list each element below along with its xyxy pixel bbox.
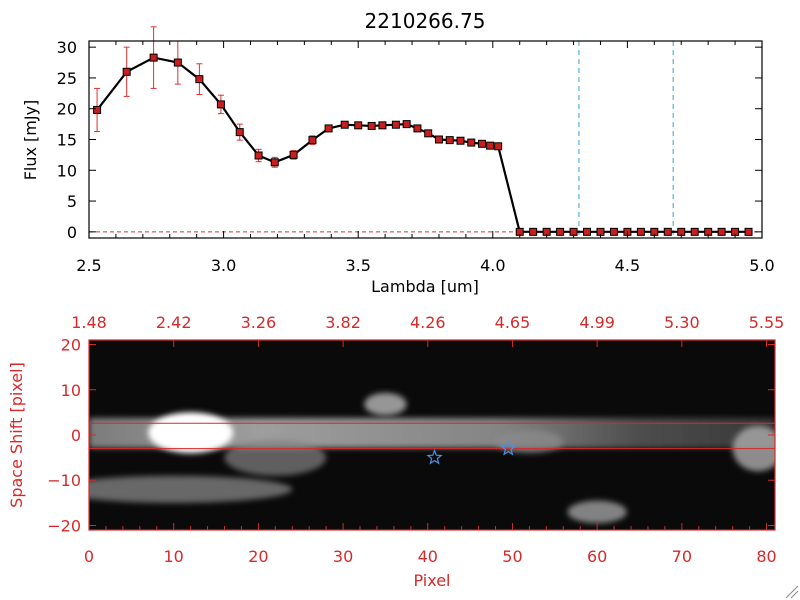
x-tick-label: 40 xyxy=(418,547,438,566)
spectrum-x-axis: 2.5 3.0 3.5 4.0 4.5 5.0 xyxy=(76,41,775,275)
flux-point xyxy=(308,136,317,145)
y-tick-label: 0 xyxy=(67,223,77,242)
x-tick-label: 30 xyxy=(333,547,353,566)
spectrum-series xyxy=(93,26,753,236)
y-tick-label: 0 xyxy=(71,426,81,445)
top-tick-label: 4.26 xyxy=(410,313,446,332)
y-tick-label: 10 xyxy=(61,381,81,400)
flux-point xyxy=(424,129,433,138)
x-tick-label: 50 xyxy=(502,547,522,566)
y-tick-label: 25 xyxy=(57,69,77,88)
y-tick-label: 20 xyxy=(57,100,77,119)
flux-point xyxy=(289,150,298,159)
y-tick-label: 10 xyxy=(57,161,77,180)
image-blob xyxy=(148,412,233,454)
x-tick-label: 80 xyxy=(756,547,776,566)
spectrum-x-label: Lambda [um] xyxy=(371,277,479,296)
image-x-label: Pixel xyxy=(413,571,450,590)
flux-point xyxy=(354,121,363,130)
flux-point xyxy=(391,120,400,129)
top-tick-label: 3.26 xyxy=(241,313,277,332)
resize-grip-icon[interactable] xyxy=(785,585,799,599)
image-blob xyxy=(89,475,293,503)
flux-point xyxy=(486,141,495,150)
flux-point xyxy=(494,142,503,151)
x-tick-label: 4.5 xyxy=(615,256,640,275)
top-tick-label: 5.30 xyxy=(664,313,700,332)
image-blob xyxy=(495,430,564,454)
flux-point xyxy=(663,227,672,236)
image-y-axis: −20 −10 0 10 20 xyxy=(47,336,775,535)
flux-point xyxy=(717,227,726,236)
image-blob xyxy=(567,500,627,524)
y-tick-label: 5 xyxy=(67,192,77,211)
y-tick-label: 15 xyxy=(57,131,77,150)
y-tick-label: −10 xyxy=(47,471,81,490)
image-blob xyxy=(224,439,327,476)
spectrum-image-plot: 0 10 20 30 40 50 60 70 80 1.48 2.42 3.26 3.82 4.26 4.… xyxy=(7,313,784,590)
top-tick-label: 1.48 xyxy=(71,313,107,332)
star-marker-icon xyxy=(426,448,443,465)
flux-point xyxy=(478,139,487,148)
flux-point xyxy=(556,227,565,236)
flux-point xyxy=(270,158,279,167)
flux-point xyxy=(636,227,645,236)
flux-point xyxy=(367,121,376,130)
flux-point xyxy=(235,128,244,137)
flux-point xyxy=(445,136,454,145)
x-tick-label: 60 xyxy=(587,547,607,566)
spectrum-plot: 2210266.75 2.5 3.0 3.5 4.0 4.5 5.0 0 5 10 15 20 25… xyxy=(21,9,775,296)
flux-line xyxy=(96,56,749,233)
x-tick-label: 10 xyxy=(164,547,184,566)
y-tick-label: −20 xyxy=(47,516,81,535)
y-tick-label: 20 xyxy=(61,336,81,355)
flux-point xyxy=(254,151,263,160)
flux-point xyxy=(467,138,476,147)
x-tick-label: 20 xyxy=(248,547,268,566)
flux-point xyxy=(456,136,465,145)
image-x-axis: 0 10 20 30 40 50 60 70 80 xyxy=(84,523,777,566)
x-tick-label: 5.0 xyxy=(749,256,774,275)
flux-point xyxy=(402,120,411,129)
image-top-axis: 1.48 2.42 3.26 3.82 4.26 4.65 4.99 5.30 5.55 xyxy=(71,313,784,347)
flux-point xyxy=(413,124,422,133)
x-tick-label: 70 xyxy=(672,547,692,566)
flux-point xyxy=(93,105,102,114)
flux-point xyxy=(529,227,538,236)
flux-point xyxy=(609,227,618,236)
flux-point xyxy=(122,67,131,76)
spectrum-y-label: Flux [mJy] xyxy=(21,100,40,181)
flux-point xyxy=(216,100,225,109)
flux-point xyxy=(173,58,182,67)
y-tick-label: 30 xyxy=(57,38,77,57)
star-markers xyxy=(426,439,517,465)
flux-point xyxy=(378,121,387,130)
flux-point xyxy=(195,75,204,84)
top-tick-label: 5.55 xyxy=(749,313,785,332)
flux-point xyxy=(324,124,333,133)
flux-point xyxy=(744,227,753,236)
flux-point xyxy=(434,135,443,144)
top-tick-label: 2.42 xyxy=(156,313,192,332)
x-tick-label: 3.5 xyxy=(345,256,370,275)
flux-point xyxy=(690,227,699,236)
flux-point xyxy=(340,120,349,129)
x-tick-label: 0 xyxy=(84,547,94,566)
spectrum-y-axis: 0 5 10 15 20 25 30 xyxy=(57,38,762,242)
x-tick-label: 2.5 xyxy=(76,256,101,275)
flux-point xyxy=(149,53,158,62)
extraction-lines xyxy=(89,422,775,450)
x-tick-label: 4.0 xyxy=(480,256,505,275)
plot-title: 2210266.75 xyxy=(365,9,486,33)
top-tick-label: 4.65 xyxy=(495,313,531,332)
x-tick-label: 3.0 xyxy=(211,256,236,275)
image-blob xyxy=(364,392,407,416)
star-marker-icon xyxy=(500,439,517,456)
top-tick-label: 3.82 xyxy=(325,313,361,332)
flux-point xyxy=(583,227,592,236)
image-y-label: Space Shift [pixel] xyxy=(7,362,26,508)
top-tick-label: 4.99 xyxy=(579,313,615,332)
